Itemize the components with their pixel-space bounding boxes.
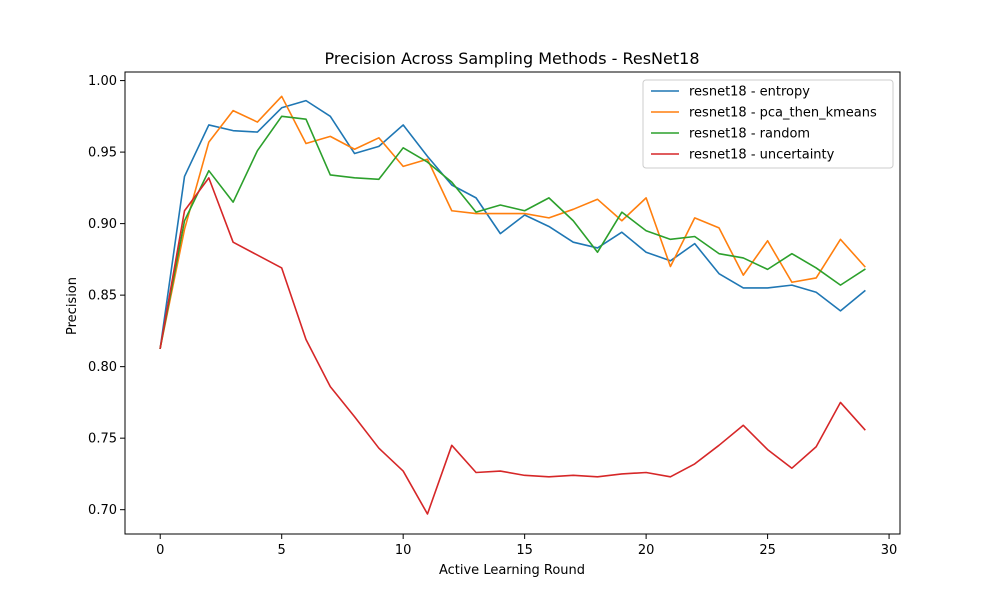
legend: resnet18 - entropy resnet18 - pca_then_km… bbox=[642, 79, 894, 169]
legend-label: resnet18 - uncertainty bbox=[689, 148, 835, 163]
y-tick-label: 0.85 bbox=[88, 289, 117, 304]
x-tick-label: 5 bbox=[278, 543, 286, 558]
chart-title: Precision Across Sampling Methods - ResN… bbox=[325, 49, 700, 68]
series-line-3 bbox=[159, 177, 866, 515]
legend-label: resnet18 - pca_then_kmeans bbox=[689, 106, 877, 121]
series-line-2 bbox=[159, 115, 866, 349]
x-axis: 0 5 10 15 20 25 30 bbox=[156, 534, 897, 558]
y-tick-label: 0.95 bbox=[88, 146, 117, 161]
legend-box bbox=[642, 79, 894, 169]
x-tick-label: 25 bbox=[759, 543, 776, 558]
legend-label: resnet18 - random bbox=[689, 127, 810, 142]
y-tick-label: 1.00 bbox=[88, 74, 117, 89]
y-tick-label: 0.90 bbox=[88, 217, 117, 232]
y-axis: 0.70 0.75 0.80 0.85 0.90 0.95 1.00 bbox=[88, 74, 125, 518]
x-tick-label: 15 bbox=[516, 543, 533, 558]
y-tick-label: 0.75 bbox=[88, 432, 117, 447]
x-tick-label: 10 bbox=[395, 543, 412, 558]
y-tick-label: 0.70 bbox=[88, 503, 117, 518]
y-tick-label: 0.80 bbox=[88, 360, 117, 375]
series-group bbox=[159, 95, 866, 515]
x-axis-title: Active Learning Round bbox=[439, 563, 585, 578]
x-tick-label: 0 bbox=[156, 543, 164, 558]
series-line-1 bbox=[159, 95, 866, 350]
plot-frame bbox=[124, 71, 901, 535]
legend-label: resnet18 - entropy bbox=[689, 85, 810, 100]
y-axis-title: Precision bbox=[65, 277, 80, 335]
series-line-0 bbox=[159, 99, 866, 349]
x-tick-label: 20 bbox=[638, 543, 655, 558]
x-tick-label: 30 bbox=[881, 543, 898, 558]
plot-area bbox=[124, 71, 901, 535]
